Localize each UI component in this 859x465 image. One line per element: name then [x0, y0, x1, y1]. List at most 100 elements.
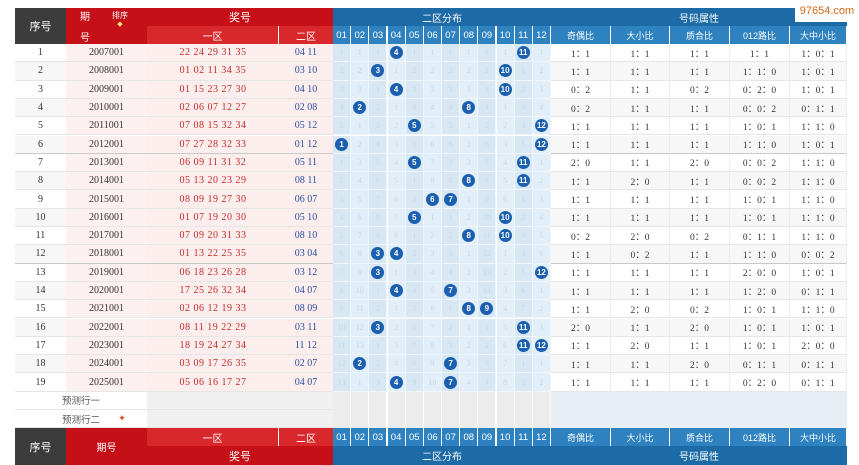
prize-header: 奖号 — [147, 8, 333, 26]
predict-dist-cell[interactable] — [496, 410, 515, 429]
miss-count: 3 — [430, 249, 435, 259]
predict-dist-cell[interactable] — [387, 410, 406, 429]
site-logo[interactable]: 97654.com — [795, 0, 859, 22]
dist-cell: 3 — [387, 336, 406, 356]
zone1-cell: 01 15 23 27 30 — [147, 80, 279, 99]
predict-dist-cell[interactable] — [532, 410, 551, 429]
dist-cell: 5 — [405, 117, 424, 136]
dist-cell: 1 — [387, 62, 406, 81]
attr-cell: 1：0：1 — [790, 318, 847, 337]
predict-dist-cell[interactable] — [478, 391, 497, 410]
dist-cell: 9 — [478, 190, 497, 209]
predict-dist-cell[interactable] — [442, 391, 461, 410]
attr-cell: 1：1：0 — [790, 190, 847, 209]
dist-cell: 7 — [478, 153, 497, 173]
dist-cell: 2 — [514, 373, 533, 392]
zone2-cell: 11 12 — [279, 336, 333, 356]
dist-cell: 3 — [369, 263, 388, 282]
predict-dist-cell[interactable] — [333, 410, 352, 429]
dist-cell: 5 — [514, 135, 533, 154]
predict-dist-cell[interactable] — [514, 410, 533, 429]
dist-cell: 2 — [333, 62, 352, 81]
predict-dist-cell[interactable] — [333, 391, 352, 410]
attr-cell: 1：1：0 — [730, 62, 790, 81]
predict-dist-cell[interactable] — [460, 410, 479, 429]
predict-dist-cell[interactable] — [423, 410, 442, 429]
dist-cell: 7 — [442, 355, 461, 374]
dist-cell: 2 — [442, 62, 461, 81]
seq-cell: 2 — [15, 62, 66, 81]
attr-cell: 1：0：1 — [730, 336, 790, 356]
predict-dist-cell[interactable] — [351, 391, 370, 410]
miss-count: 6 — [503, 340, 508, 350]
dist-cell: 1 — [333, 44, 352, 63]
footer-zone2: 二区 — [279, 428, 333, 447]
hit-ball-11: 11 — [516, 155, 530, 169]
predict-row-label[interactable]: 预测行二 — [15, 410, 147, 429]
miss-count: 8 — [357, 249, 362, 259]
predict-dist-cell[interactable] — [423, 391, 442, 410]
predict-dist-cell[interactable] — [369, 410, 388, 429]
dist-cell: 2 — [387, 117, 406, 136]
predict-dist-cell[interactable] — [369, 391, 388, 410]
sort-icon[interactable]: ◆ — [117, 20, 123, 28]
predict-dist-cell[interactable] — [387, 391, 406, 410]
predict-dist-cell[interactable] — [496, 391, 515, 410]
predict-dist-cell[interactable] — [405, 410, 424, 429]
dist-cell: 1 — [532, 44, 551, 63]
dist-cell: 1 — [405, 135, 424, 154]
hit-ball-5: 5 — [407, 210, 421, 224]
dist-cell: 6 — [423, 190, 442, 209]
miss-count: 1 — [394, 267, 399, 277]
predict-dist-cell[interactable] — [478, 410, 497, 429]
dist-cell: 2 — [460, 208, 479, 227]
hit-ball-8: 8 — [462, 101, 476, 115]
attr-cell: 1：1：0 — [790, 172, 847, 191]
sort-label[interactable]: 排序 — [112, 10, 128, 20]
predict-row-label[interactable]: 预测行一 — [15, 391, 147, 410]
dist-cell: 1 — [442, 208, 461, 227]
dist-cell: 1 — [478, 318, 497, 337]
period-header[interactable]: 期号 — [66, 8, 147, 44]
attr-cell: 1：1 — [670, 245, 730, 264]
attr-cell: 0：1：1 — [790, 373, 847, 392]
predict-dist-cell[interactable] — [460, 391, 479, 410]
attr-cell: 1：1 — [551, 245, 611, 264]
footer-zone2-dist: 二区分布 — [333, 446, 551, 465]
predict-dist-cell[interactable] — [351, 410, 370, 429]
miss-count: 5 — [430, 121, 435, 131]
predict-prize-area[interactable] — [147, 410, 333, 429]
attr-cell: 1：1 — [611, 62, 670, 81]
miss-count: 8 — [484, 176, 489, 186]
miss-count: 1 — [484, 322, 489, 332]
dist-cell: 7 — [514, 300, 533, 319]
hit-ball-3: 3 — [371, 64, 385, 78]
miss-count: 3 — [394, 340, 399, 350]
predict-dist-cell[interactable] — [514, 391, 533, 410]
attr-cell: 1：1 — [670, 336, 730, 356]
seq-cell: 17 — [15, 336, 66, 356]
hit-ball-11: 11 — [516, 174, 530, 188]
predict-prize-area[interactable] — [147, 391, 333, 410]
miss-count: 5 — [430, 286, 435, 296]
attr-cell: 1：1：0 — [790, 208, 847, 227]
predict-add-icon[interactable]: ✦ — [118, 412, 126, 423]
miss-count: 1 — [448, 212, 453, 222]
predict-dist-cell[interactable] — [442, 410, 461, 429]
attr-cell: 1：1 — [611, 318, 670, 337]
dist-cell: 6 — [387, 190, 406, 209]
dist-cell: 1 — [532, 153, 551, 173]
dist-cell: 4 — [333, 98, 352, 118]
miss-count: 1 — [539, 359, 544, 369]
seq-cell: 5 — [15, 117, 66, 136]
predict-dist-cell[interactable] — [405, 391, 424, 410]
predict-dist-cell[interactable] — [532, 391, 551, 410]
dist-col-header-01: 01 — [333, 26, 352, 44]
hit-ball-10: 10 — [498, 229, 512, 243]
miss-count: 2 — [394, 121, 399, 131]
miss-count: 8 — [430, 176, 435, 186]
miss-count: 5 — [375, 157, 380, 167]
hit-ball-3: 3 — [371, 265, 385, 279]
dist-cell: 10 — [478, 208, 497, 227]
zone1-cell: 03 09 17 26 35 — [147, 355, 279, 374]
